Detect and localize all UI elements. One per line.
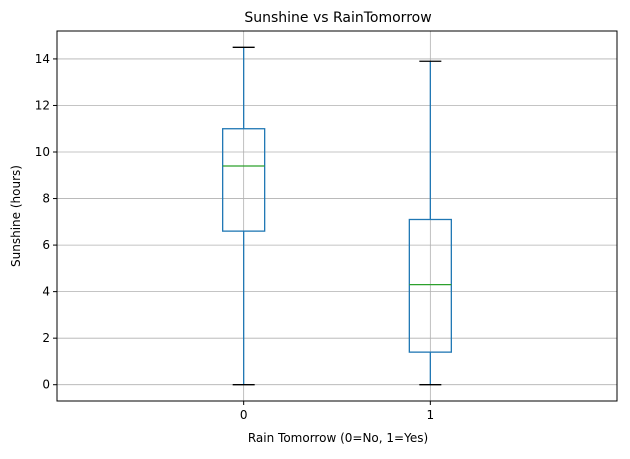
- y-tick-label: 6: [42, 238, 50, 252]
- x-tick-label: 0: [240, 408, 248, 422]
- box-group-1: [408, 60, 452, 386]
- x-tick-label: 1: [427, 408, 435, 422]
- y-tick-label: 10: [35, 145, 50, 159]
- box-group-0: [222, 46, 266, 386]
- y-tick-label: 12: [35, 98, 50, 112]
- tick-layer: 0 2 4 6 8 10 12 14 0 1: [35, 52, 434, 422]
- y-tick-label: 2: [42, 331, 50, 345]
- y-tick-label: 14: [35, 52, 50, 66]
- box-layer: [222, 46, 452, 386]
- plot-frame: [56, 30, 618, 402]
- box-iqr: [222, 128, 266, 232]
- box-iqr: [408, 218, 452, 353]
- y-tick-label: 4: [42, 285, 50, 299]
- x-axis-label: Rain Tomorrow (0=No, 1=Yes): [248, 431, 428, 445]
- chart-title: Sunshine vs RainTomorrow: [244, 10, 431, 26]
- y-axis-label: Sunshine (hours): [9, 165, 23, 267]
- grid-layer: [57, 31, 617, 401]
- y-tick-label: 8: [42, 192, 50, 206]
- y-tick-label: 0: [42, 378, 50, 392]
